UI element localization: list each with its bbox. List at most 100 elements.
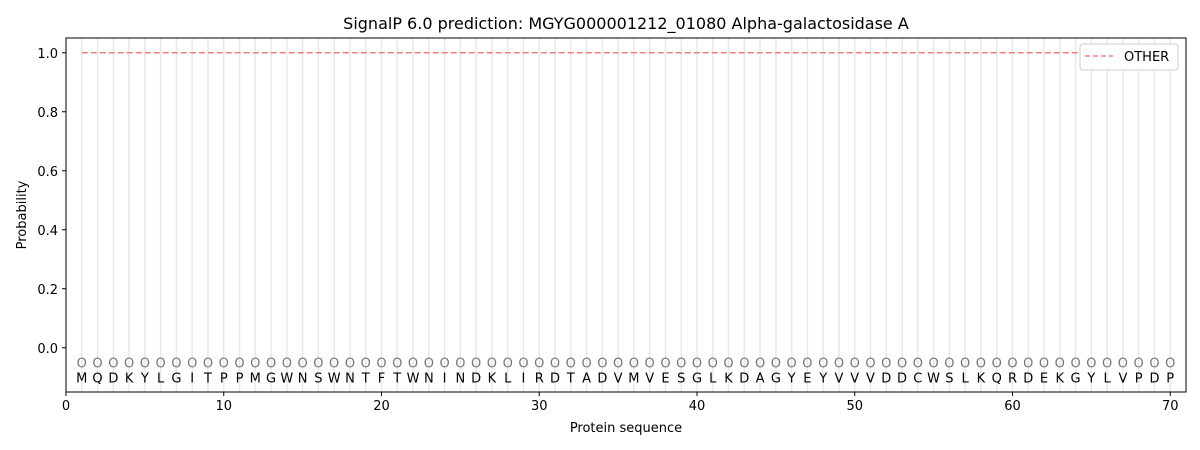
y-tick-label: 0.0 bbox=[37, 342, 58, 357]
x-tick-label: 30 bbox=[531, 399, 548, 414]
predicted-label: O bbox=[1118, 357, 1128, 372]
residue-label: L bbox=[504, 371, 512, 386]
predicted-label: O bbox=[1102, 357, 1112, 372]
predicted-label: O bbox=[755, 357, 765, 372]
predicted-label: O bbox=[298, 357, 308, 372]
residue-label: F bbox=[378, 371, 385, 386]
predicted-label: O bbox=[140, 357, 150, 372]
residue-label: Y bbox=[140, 371, 149, 386]
predicted-label: O bbox=[1086, 357, 1096, 372]
residue-label: D bbox=[471, 371, 481, 386]
predicted-label: O bbox=[597, 357, 607, 372]
residue-label: N bbox=[345, 371, 355, 386]
residue-label: N bbox=[455, 371, 465, 386]
residue-label: Y bbox=[787, 371, 796, 386]
legend: OTHER bbox=[1079, 43, 1179, 71]
predicted-label: O bbox=[645, 357, 655, 372]
predicted-label: O bbox=[234, 357, 244, 372]
x-tick-label: 10 bbox=[215, 399, 232, 414]
predicted-label: O bbox=[992, 357, 1002, 372]
predicted-label: O bbox=[361, 357, 371, 372]
predicted-label: O bbox=[1149, 357, 1159, 372]
residue-label: G bbox=[692, 371, 702, 386]
predicted-label: O bbox=[787, 357, 797, 372]
residue-label: W bbox=[280, 371, 293, 386]
legend-label-other: OTHER bbox=[1124, 50, 1169, 65]
predicted-label: O bbox=[329, 357, 339, 372]
predicted-label: O bbox=[723, 357, 733, 372]
residue-label: A bbox=[582, 371, 591, 386]
predicted-label: O bbox=[455, 357, 465, 372]
residue-label: K bbox=[1056, 371, 1065, 386]
predicted-label: O bbox=[1070, 357, 1080, 372]
predicted-label: O bbox=[266, 357, 276, 372]
predicted-label: O bbox=[1007, 357, 1017, 372]
predicted-label: O bbox=[282, 357, 292, 372]
residue-label: E bbox=[661, 371, 669, 386]
residue-label: R bbox=[1008, 371, 1017, 386]
predicted-label: O bbox=[376, 357, 386, 372]
residue-label: G bbox=[771, 371, 781, 386]
residue-label: L bbox=[962, 371, 970, 386]
residue-label: S bbox=[677, 371, 685, 386]
residue-label: G bbox=[171, 371, 181, 386]
predicted-label: O bbox=[771, 357, 781, 372]
residue-label: D bbox=[881, 371, 891, 386]
residue-label: S bbox=[314, 371, 322, 386]
predicted-label: O bbox=[250, 357, 260, 372]
residue-label: M bbox=[76, 371, 87, 386]
predicted-label: O bbox=[171, 357, 181, 372]
residue-label: W bbox=[927, 371, 940, 386]
predicted-label: O bbox=[187, 357, 197, 372]
residue-label: G bbox=[266, 371, 276, 386]
residue-label: L bbox=[157, 371, 165, 386]
residue-label: N bbox=[298, 371, 308, 386]
predicted-label: O bbox=[676, 357, 686, 372]
legend-box bbox=[1079, 43, 1179, 71]
predicted-label: O bbox=[850, 357, 860, 372]
residue-label: W bbox=[328, 371, 341, 386]
residue-label: K bbox=[977, 371, 986, 386]
residue-label: Q bbox=[992, 371, 1002, 386]
residue-label: V bbox=[850, 371, 859, 386]
residue-label: G bbox=[1071, 371, 1081, 386]
residue-label: N bbox=[424, 371, 434, 386]
residue-label: D bbox=[1023, 371, 1033, 386]
residue-label: T bbox=[392, 371, 401, 386]
predicted-label: O bbox=[629, 357, 639, 372]
predicted-label: O bbox=[124, 357, 134, 372]
chart-title: SignalP 6.0 prediction: MGYG000001212_01… bbox=[343, 14, 909, 34]
residue-label: D bbox=[597, 371, 607, 386]
residue-label: V bbox=[645, 371, 654, 386]
residue-label: I bbox=[522, 371, 526, 386]
predicted-label: O bbox=[487, 357, 497, 372]
residue-label: A bbox=[756, 371, 765, 386]
residue-label: V bbox=[835, 371, 844, 386]
grid-lines bbox=[81, 38, 1171, 392]
predicted-label: O bbox=[345, 357, 355, 372]
x-ticks: 0 10 20 30 40 50 60 70 bbox=[62, 392, 1178, 414]
residue-label: S bbox=[945, 371, 953, 386]
predicted-label: O bbox=[156, 357, 166, 372]
predicted-label: O bbox=[708, 357, 718, 372]
predicted-label: O bbox=[1055, 357, 1065, 372]
residue-label: L bbox=[709, 371, 717, 386]
predicted-label: O bbox=[77, 357, 87, 372]
y-tick-label: 0.6 bbox=[37, 165, 58, 180]
predicted-label: O bbox=[392, 357, 402, 372]
residue-label: D bbox=[1149, 371, 1159, 386]
predicted-label: O bbox=[581, 357, 591, 372]
y-tick-label: 0.4 bbox=[37, 224, 58, 239]
predicted-label: O bbox=[802, 357, 812, 372]
x-axis-label: Protein sequence bbox=[570, 421, 682, 436]
predicted-label: O bbox=[1039, 357, 1049, 372]
predicted-label: O bbox=[881, 357, 891, 372]
predicted-label: O bbox=[534, 357, 544, 372]
predicted-label: O bbox=[960, 357, 970, 372]
residue-label: D bbox=[897, 371, 907, 386]
residue-label: P bbox=[1166, 371, 1174, 386]
residue-label: K bbox=[125, 371, 134, 386]
predicted-label: O bbox=[1023, 357, 1033, 372]
residue-label: Q bbox=[92, 371, 102, 386]
predicted-label: O bbox=[1165, 357, 1175, 372]
